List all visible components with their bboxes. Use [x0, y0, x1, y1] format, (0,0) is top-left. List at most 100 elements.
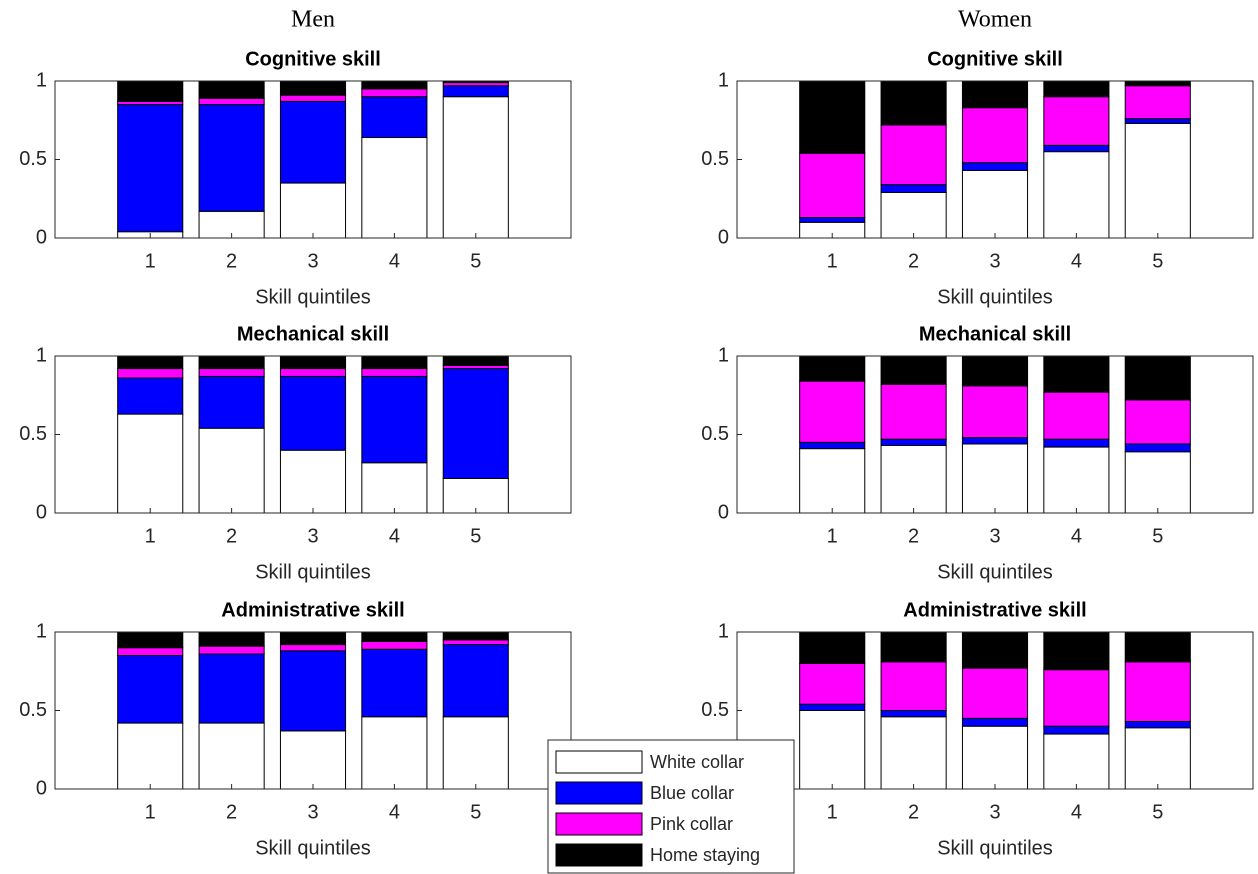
bar-segment [880, 716, 947, 790]
chart-title: Cognitive skill [245, 48, 381, 70]
bar-segment [880, 444, 947, 514]
bar-segment [961, 443, 1029, 514]
bar-segment [1043, 144, 1110, 153]
y-tick-label: 0 [36, 777, 47, 799]
bar-segment [442, 368, 509, 479]
bar-segment [198, 375, 265, 429]
bar-segment [1124, 631, 1191, 663]
chart-title: Cognitive skill [927, 48, 1063, 70]
bar-segment [1124, 727, 1191, 790]
bar-segment [880, 80, 947, 126]
bar-segment [961, 437, 1029, 445]
bar-segment [361, 80, 428, 90]
bar-segment [442, 644, 509, 718]
bar-segment [1124, 85, 1191, 120]
legend-label: Home staying [650, 845, 760, 865]
x-axis-label: Skill quintiles [937, 837, 1053, 859]
y-tick-label: 0 [36, 501, 47, 523]
x-axis-label: Skill quintiles [255, 561, 371, 583]
bar-segment [117, 413, 184, 514]
bar-segment [117, 368, 184, 379]
bar-segment [799, 152, 866, 219]
bar-segment [361, 631, 428, 642]
bar-segment [279, 94, 347, 102]
legend-swatch [555, 812, 643, 836]
x-tick-label: 4 [1071, 801, 1082, 823]
bar-segment [198, 80, 265, 99]
x-tick-label: 3 [989, 250, 1000, 272]
bar-segment [880, 438, 947, 446]
x-tick-label: 2 [226, 525, 237, 547]
bar-segment [961, 667, 1029, 719]
bar-segment [361, 716, 428, 790]
x-tick-label: 3 [989, 801, 1000, 823]
bar-segment [1043, 733, 1110, 790]
x-tick-label: 5 [1152, 250, 1163, 272]
bar-segment [198, 653, 265, 724]
y-tick-label: 1 [36, 344, 47, 366]
bar-segment [361, 96, 428, 139]
chart-title: Administrative skill [903, 599, 1086, 621]
bar-segment [198, 427, 265, 514]
y-tick-label: 0.5 [19, 699, 47, 721]
bar-segment [361, 368, 428, 377]
y-tick-label: 0.5 [701, 423, 729, 445]
y-tick-label: 1 [36, 620, 47, 642]
bar-segment [799, 631, 866, 664]
y-tick-label: 0.5 [701, 699, 729, 721]
chart-title: Mechanical skill [237, 323, 389, 345]
bar-segment [1043, 725, 1110, 735]
bar-segment [1043, 438, 1110, 448]
y-tick-label: 0 [36, 226, 47, 248]
x-tick-label: 4 [389, 525, 400, 547]
bar-segment [1124, 355, 1191, 401]
bar-segment [1043, 96, 1110, 146]
bar-segment [279, 368, 347, 377]
bar-segment [442, 716, 509, 790]
y-tick-label: 1 [718, 69, 729, 91]
bar-segment [799, 355, 866, 382]
bar-segment [880, 661, 947, 712]
x-tick-label: 2 [226, 801, 237, 823]
bar-segment [1043, 391, 1110, 440]
x-tick-label: 5 [470, 250, 481, 272]
legend-label: Pink collar [650, 814, 733, 834]
bar-segment [117, 377, 184, 415]
bar-segment [961, 107, 1029, 164]
x-tick-label: 5 [1152, 801, 1163, 823]
bar-segment [198, 645, 265, 655]
bar-segment [279, 631, 347, 646]
x-tick-label: 1 [827, 525, 838, 547]
bar-segment [361, 640, 428, 650]
x-tick-label: 1 [827, 801, 838, 823]
bar-segment [117, 104, 184, 233]
bar-segment [279, 449, 347, 514]
bar-segment [442, 639, 509, 646]
y-tick-label: 1 [36, 69, 47, 91]
x-tick-label: 4 [1071, 525, 1082, 547]
x-tick-label: 4 [389, 801, 400, 823]
bar-segment [361, 648, 428, 718]
bar-segment [442, 96, 509, 239]
bar-segment [961, 80, 1029, 109]
bar-segment [1043, 151, 1110, 239]
bar-segment [880, 631, 947, 663]
x-tick-label: 3 [307, 525, 318, 547]
x-tick-label: 5 [470, 525, 481, 547]
bar-segment [1124, 80, 1191, 87]
bar-segment [961, 169, 1029, 239]
column-title: Women [958, 7, 1032, 33]
bar-segment [880, 124, 947, 186]
x-tick-label: 2 [908, 801, 919, 823]
x-tick-label: 3 [989, 525, 1000, 547]
y-tick-label: 1 [718, 344, 729, 366]
bar-segment [799, 80, 866, 154]
bar-segment [1043, 631, 1110, 671]
bar-segment [279, 355, 347, 370]
bar-segment [442, 355, 509, 366]
bar-segment [880, 184, 947, 193]
y-tick-label: 0 [718, 226, 729, 248]
bar-segment [198, 631, 265, 647]
bar-segment [442, 631, 509, 641]
x-tick-label: 2 [908, 525, 919, 547]
